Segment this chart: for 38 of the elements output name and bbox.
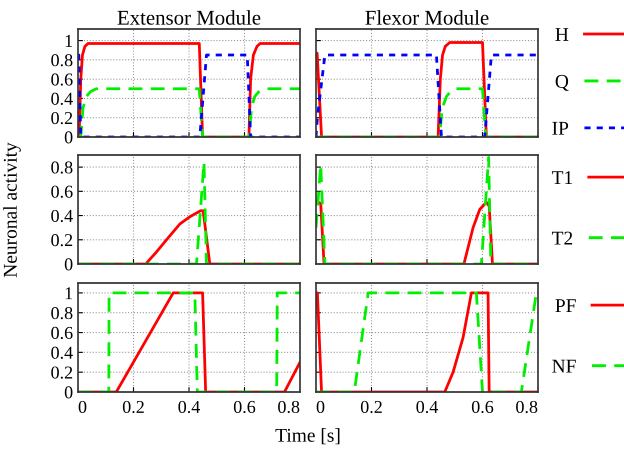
y-tick-label: 1 <box>66 287 72 300</box>
legend-label: T1 <box>552 171 572 184</box>
y-tick-label: 0.8 <box>51 54 72 66</box>
x-tick-label: 0.4 <box>178 400 200 414</box>
y-tick-label: 0 <box>64 258 72 270</box>
legend-label: IP <box>552 122 568 135</box>
y-tick-label: 0 <box>64 131 72 144</box>
legend-label: PF <box>555 299 576 312</box>
y-tick-label: 1 <box>66 34 72 47</box>
x-tick-label: 0.8 <box>278 400 300 414</box>
x-axis-title: Time [s] <box>275 428 340 444</box>
x-tick-label: 0.6 <box>234 400 256 414</box>
chart-title: Flexor Module <box>365 10 488 25</box>
y-tick-label: 0.2 <box>51 234 72 246</box>
y-tick-label: 0 <box>64 386 72 398</box>
x-tick-label: 0.4 <box>416 400 438 414</box>
legend-label: NF <box>552 360 576 372</box>
x-tick-label: 0.2 <box>360 400 382 414</box>
x-tick-label: 0 <box>78 400 86 414</box>
y-tick-label: 0.4 <box>51 92 73 105</box>
x-tick-label: 0 <box>316 400 324 414</box>
y-tick-label: 0.6 <box>51 186 73 198</box>
y-axis-title: Neuronal activity <box>3 142 21 278</box>
y-tick-label: 0.6 <box>51 73 73 86</box>
chart-title: Extensor Module <box>118 10 260 25</box>
x-tick-label: 0.6 <box>472 400 494 414</box>
y-tick-label: 0.8 <box>51 161 72 174</box>
legend-label: Q <box>556 74 569 91</box>
y-tick-label: 0.2 <box>51 112 72 124</box>
y-tick-label: 0.8 <box>51 306 72 320</box>
y-tick-label: 0.4 <box>51 346 73 359</box>
y-tick-label: 0.6 <box>51 326 73 340</box>
legend-label: T2 <box>552 232 572 244</box>
x-tick-label: 0.2 <box>122 400 144 414</box>
x-tick-label: 0.8 <box>516 400 538 414</box>
legend-label: H <box>555 28 568 41</box>
y-tick-label: 0.2 <box>51 366 72 379</box>
y-tick-label: 0.4 <box>51 210 73 222</box>
